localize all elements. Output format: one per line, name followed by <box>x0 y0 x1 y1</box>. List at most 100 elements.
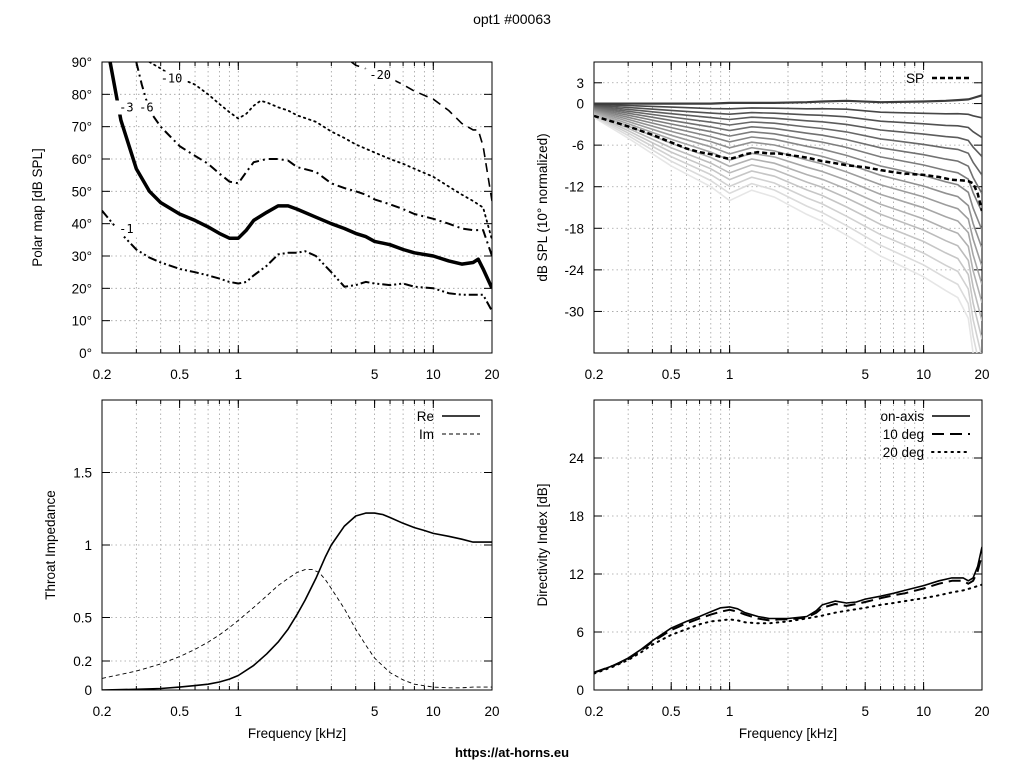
polar-series--1 <box>102 210 492 312</box>
spl-polar-curve <box>594 107 982 213</box>
di-xlabel: Frequency [kHz] <box>739 726 837 741</box>
polar-xtick-label: 20 <box>484 367 499 382</box>
polar-xtick-label: 0.5 <box>170 367 189 382</box>
impedance-ytick-label: 1 <box>84 538 92 553</box>
polar-contour-label: -6 <box>139 101 153 115</box>
impedance-ytick-label: 1.5 <box>73 466 92 481</box>
impedance-xtick-label: 0.5 <box>170 704 189 719</box>
spl-polar-curve <box>594 104 982 139</box>
impedance-xtick-label: 5 <box>371 704 379 719</box>
impedance-ytick-label: 0 <box>84 683 92 698</box>
spl-xtick-label: 0.2 <box>585 367 604 382</box>
impedance-legend-label: Re <box>417 409 434 424</box>
spl-ytick-label: -30 <box>564 304 584 319</box>
spl-legend-label: SP <box>906 71 924 86</box>
polar-contour-label-bg <box>115 100 138 115</box>
di-legend-label: 10 deg <box>883 427 924 442</box>
di-series-20 deg <box>594 583 982 675</box>
spl-ytick-label: -6 <box>572 138 584 153</box>
polar-ytick-label: 20° <box>72 281 92 296</box>
spl-ylabel: dB SPL (10° normalized) <box>535 133 550 281</box>
polar-map-panel: 0.2 0.5 1 5 10 20 0° 10° 20° 30° 40° 50° 60° 70° 80° 90… <box>30 55 500 382</box>
polar-ytick-label: 40° <box>72 217 92 232</box>
impedance-xtick-label: 20 <box>484 704 499 719</box>
spl-polar-curve <box>594 108 982 231</box>
spl-xtick-label: 10 <box>916 367 931 382</box>
di-series-10 deg <box>594 554 982 674</box>
impedance-xtick-label: 1 <box>235 704 243 719</box>
polar-xtick-label: 10 <box>426 367 441 382</box>
spl-xtick-label: 20 <box>974 367 989 382</box>
polar-contour-label-bg <box>156 71 187 86</box>
spl-ytick-label: -18 <box>564 221 584 236</box>
di-ytick-label: 0 <box>576 683 584 698</box>
impedance-ytick-label: 0.2 <box>73 654 92 669</box>
spl-polar-curve <box>594 111 982 285</box>
spl-ytick-label: 0 <box>576 97 584 112</box>
di-grid <box>594 400 982 691</box>
di-ytick-label: 18 <box>569 509 584 524</box>
spl-polar-curve <box>594 105 982 158</box>
polar-contour-labels: -1 -3 -6 -10 -20 <box>115 68 396 236</box>
di-ylabel: Directivity Index [dB] <box>535 483 550 606</box>
polar-contour-label: -10 <box>161 71 183 85</box>
spl-polar-curve <box>594 112 982 322</box>
polar-grid <box>102 61 492 354</box>
spl-polar-curve <box>594 106 982 194</box>
di-xtick-label: 0.2 <box>585 704 604 719</box>
spl-xtick-label: 0.5 <box>662 367 681 382</box>
spl-polar-curve <box>594 116 974 353</box>
spl-ytick-label: -24 <box>564 263 584 278</box>
spl-polar-curve <box>594 111 982 303</box>
polar-ylabel: Polar map [dB SPL] <box>30 148 45 267</box>
spl-ytick-label: 3 <box>576 76 584 91</box>
di-ytick-label: 12 <box>569 567 584 582</box>
di-legend: on-axis 10 deg 20 deg <box>880 409 971 460</box>
figure-title: opt1 #00063 <box>473 11 551 27</box>
polar-contour-label-bg <box>135 100 158 115</box>
di-series-group <box>594 546 982 675</box>
impedance-legend: Re Im <box>417 409 480 442</box>
spl-polar-curve <box>594 106 982 176</box>
di-ytick-label: 6 <box>576 625 584 640</box>
polar-ytick-label: 10° <box>72 314 92 329</box>
polar-series--3 <box>108 62 492 290</box>
polar-contour-label: -3 <box>119 101 133 115</box>
impedance-ytick-label: 0.5 <box>73 611 92 626</box>
polar-xtick-label: 0.2 <box>93 367 112 382</box>
spl-polar-curve <box>594 110 982 267</box>
polar-contour-label-bg <box>115 221 138 236</box>
spl-polar-curve <box>594 109 982 249</box>
di-series-on-axis <box>594 546 982 674</box>
polar-series--10 <box>148 62 492 241</box>
di-xtick-label: 5 <box>861 704 869 719</box>
di-xtick-label: 1 <box>726 704 734 719</box>
spl-polar-curve <box>594 103 982 119</box>
impedance-grid <box>102 400 492 691</box>
polar-ytick-label: 90° <box>72 55 92 70</box>
di-xtick-label: 0.5 <box>662 704 681 719</box>
polar-ytick-label: 30° <box>72 249 92 264</box>
impedance-xtick-label: 10 <box>426 704 441 719</box>
spl-xtick-label: 1 <box>726 367 734 382</box>
polar-series--20 <box>350 62 492 202</box>
impedance-series-Im <box>102 569 492 689</box>
spl-polar-curve <box>594 115 978 353</box>
polar-ytick-label: 60° <box>72 152 92 167</box>
spl-polar-curve <box>594 114 982 353</box>
polar-xtick-label: 5 <box>371 367 379 382</box>
di-ytick-label: 24 <box>569 451 585 466</box>
impedance-series-group <box>102 512 492 690</box>
polar-ytick-label: 0° <box>79 346 92 361</box>
spl-polar-family <box>594 94 982 353</box>
spl-xtick-label: 5 <box>861 367 869 382</box>
impedance-ylabel: Throat Impedance <box>43 490 58 600</box>
impedance-xtick-label: 0.2 <box>93 704 112 719</box>
impedance-series-Re <box>102 512 492 690</box>
polar-ytick-label: 70° <box>72 120 92 135</box>
polar-series-group <box>102 62 492 312</box>
spl-polar-curve <box>594 94 982 105</box>
